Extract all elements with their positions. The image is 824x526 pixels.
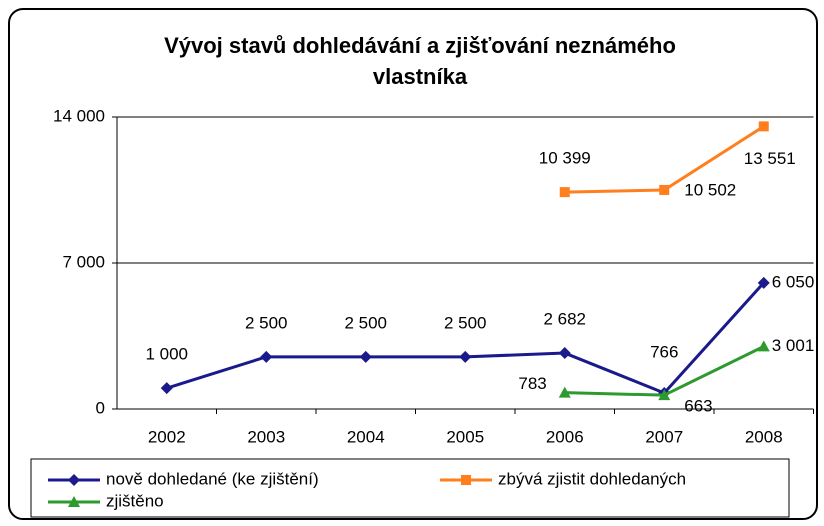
x-tick-label: 2003: [247, 427, 285, 446]
marker: [758, 121, 769, 132]
marker: [160, 382, 173, 395]
y-tick-label: 0: [96, 398, 105, 417]
x-tick-label: 2004: [347, 427, 385, 446]
data-label: 13 551: [744, 149, 796, 168]
marker: [68, 496, 80, 507]
x-tick-label: 2002: [148, 427, 186, 446]
series-line: [166, 281, 765, 395]
x-tick-label: 2005: [446, 427, 484, 446]
data-label: 2 500: [444, 313, 487, 332]
data-label: 1 000: [145, 345, 188, 364]
marker: [558, 347, 571, 360]
data-label: 10 502: [684, 180, 736, 199]
marker: [461, 475, 471, 485]
data-label: 2 500: [245, 313, 288, 332]
chart-title: Vývoj stavů dohledávání a zjišťování nez…: [164, 33, 676, 89]
marker: [260, 350, 273, 363]
marker: [558, 386, 571, 398]
legend-box: [30, 458, 790, 518]
data-label: 2 682: [543, 310, 586, 329]
data-label: 783: [518, 374, 546, 393]
x-tick-label: 2008: [745, 427, 783, 446]
legend-label: zjištěno: [106, 491, 164, 510]
data-label: 6 050: [772, 272, 815, 291]
data-label: 10 399: [539, 149, 591, 168]
marker: [359, 350, 372, 363]
frame: [8, 8, 818, 520]
marker: [757, 340, 770, 352]
legend-label: nově dohledané (ke zjištění): [106, 469, 319, 488]
marker: [757, 276, 770, 289]
x-tick-label: 2007: [645, 427, 683, 446]
data-label: 2 500: [344, 313, 387, 332]
data-label: 3 001: [772, 336, 815, 355]
legend-label: zbývá zjistit dohledaných: [498, 469, 686, 488]
y-tick-label: 14 000: [53, 106, 105, 125]
data-label: 663: [684, 397, 712, 416]
marker: [659, 184, 670, 195]
marker: [658, 389, 671, 401]
data-label: 766: [650, 343, 678, 362]
x-tick-label: 2006: [546, 427, 584, 446]
y-tick-label: 7 000: [62, 252, 105, 271]
marker: [559, 187, 570, 198]
marker: [459, 350, 472, 363]
marker: [68, 474, 80, 486]
